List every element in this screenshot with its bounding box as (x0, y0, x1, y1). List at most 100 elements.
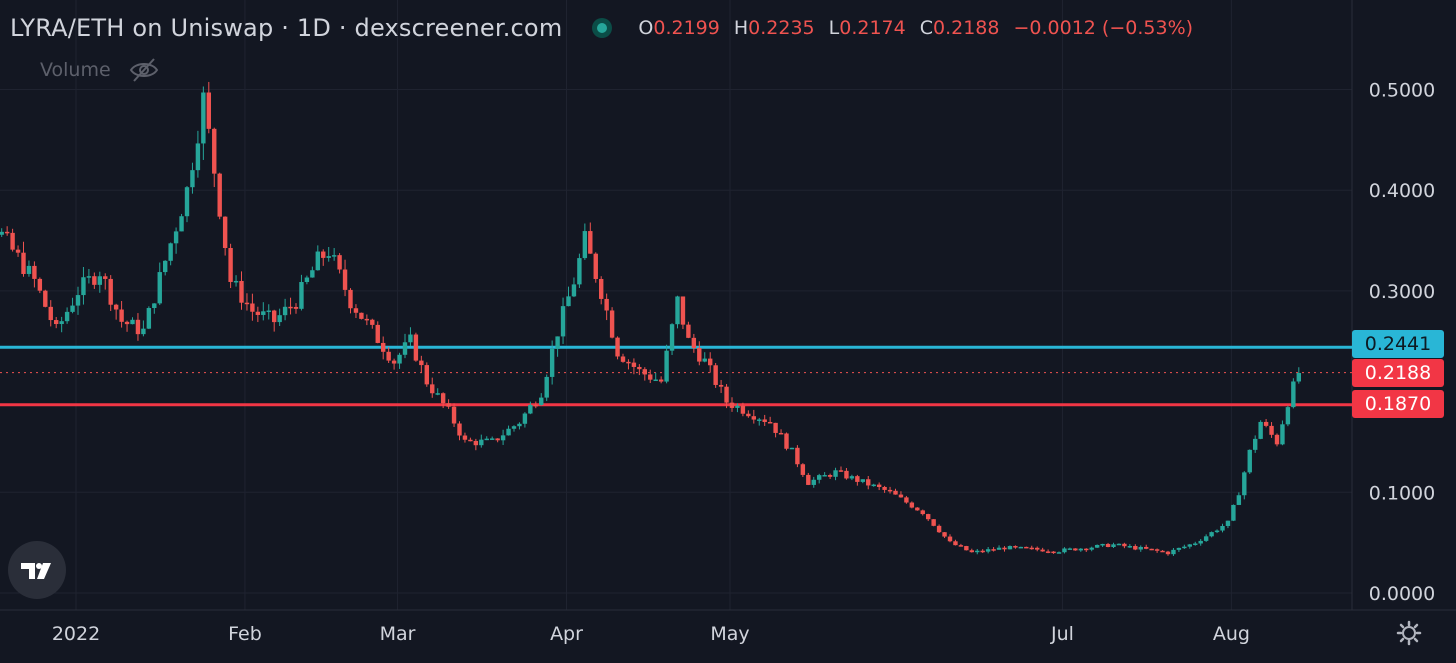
candle-body (1040, 549, 1045, 552)
candle-body (599, 278, 604, 299)
candle-body (1209, 532, 1214, 537)
candle-body (146, 308, 152, 329)
candle-body (697, 348, 702, 362)
candle-body (844, 470, 849, 479)
candle-body (413, 334, 419, 361)
candle-body (1111, 544, 1116, 548)
candle-body (381, 342, 386, 352)
candle-body (397, 354, 402, 364)
candle-body (37, 278, 43, 291)
ohlc-high: H0.2235 (733, 17, 815, 39)
candle-body (658, 379, 664, 382)
candle-body (582, 231, 588, 259)
candle-body (871, 484, 876, 487)
candle-body (1280, 424, 1285, 445)
candle-body (985, 549, 991, 552)
candle-body (440, 393, 446, 404)
candle-body (1105, 543, 1111, 548)
candle-body (157, 272, 162, 304)
x-tick-label: Feb (228, 623, 262, 645)
candle-body (631, 362, 637, 367)
candle-body (887, 489, 893, 492)
candle-body (746, 413, 751, 417)
candle-body (996, 547, 1002, 550)
candle-body (544, 376, 549, 398)
candle-body (1089, 547, 1094, 550)
candle-body (468, 439, 473, 442)
candle-body (1133, 546, 1138, 550)
eye-off-icon[interactable] (129, 57, 159, 83)
candle-body (669, 324, 675, 351)
candle-body (817, 475, 822, 480)
candle-body (119, 309, 124, 322)
settings-gear-icon[interactable] (1396, 620, 1422, 646)
candle-body (446, 403, 451, 407)
candle-body (331, 255, 337, 257)
candle-body (936, 525, 942, 533)
candle-body (882, 486, 887, 490)
time-axis: 2022 Feb Mar Apr May Jul Aug (52, 623, 1250, 645)
candle-body (615, 337, 620, 357)
candle-body (364, 318, 370, 321)
candle-body (653, 379, 658, 382)
candle-body (931, 519, 936, 526)
candle-body (1165, 551, 1171, 555)
candle-body (430, 384, 435, 394)
candle-body (113, 304, 119, 310)
candle-body (1007, 546, 1013, 550)
candle-body (838, 470, 844, 472)
support-price-tag: 0.1870 (1352, 390, 1444, 418)
candle-body (751, 416, 756, 420)
candle-body (1258, 421, 1263, 439)
candle-body (195, 143, 201, 171)
candle-body (315, 251, 320, 271)
candle-body (800, 464, 806, 475)
candle-body (1247, 449, 1252, 473)
candle-body (533, 404, 538, 407)
candle-body (288, 306, 293, 309)
candle-body (1274, 434, 1280, 445)
candle-body (1094, 544, 1100, 548)
candle-body (479, 439, 484, 446)
ohlc-low: L0.2174 (828, 17, 906, 39)
candle-body (206, 92, 211, 129)
x-tick-label: Mar (380, 623, 416, 645)
candle-body (1253, 438, 1258, 450)
candle-body (1067, 548, 1073, 550)
candle-body (222, 216, 228, 249)
candle-body (402, 342, 408, 355)
candle-body (1029, 547, 1034, 550)
candle-body (1045, 551, 1051, 553)
candle-body (130, 319, 135, 325)
candle-body (212, 128, 217, 174)
candle-body (664, 350, 669, 382)
candle-body (1018, 546, 1024, 549)
candle-body (299, 282, 304, 309)
candle-body (522, 413, 528, 424)
candle-body (626, 361, 631, 364)
candle-body (926, 514, 931, 520)
candle-body (124, 321, 130, 325)
candle-body (233, 280, 239, 283)
candle-body (506, 428, 511, 436)
candle-body (1176, 547, 1182, 550)
candle-body (593, 253, 598, 279)
volume-indicator[interactable]: Volume (40, 57, 159, 83)
candle-body (54, 320, 59, 325)
candle-body (43, 290, 48, 307)
candle-body (762, 419, 767, 423)
symbol-title[interactable]: LYRA/ETH on Uniswap · 1D · dexscreener.c… (10, 14, 563, 42)
candle-body (490, 438, 495, 440)
candle-body (1291, 381, 1296, 408)
candle-body (359, 312, 364, 319)
candle-body (1171, 549, 1176, 555)
candle-body (729, 402, 735, 408)
candle-body (648, 374, 653, 380)
candle-body (642, 369, 647, 375)
candle-body (1236, 495, 1242, 505)
candle-body (484, 438, 489, 441)
tradingview-logo-icon[interactable] (8, 541, 66, 599)
candle-body (609, 310, 615, 338)
candle-body (511, 426, 517, 429)
